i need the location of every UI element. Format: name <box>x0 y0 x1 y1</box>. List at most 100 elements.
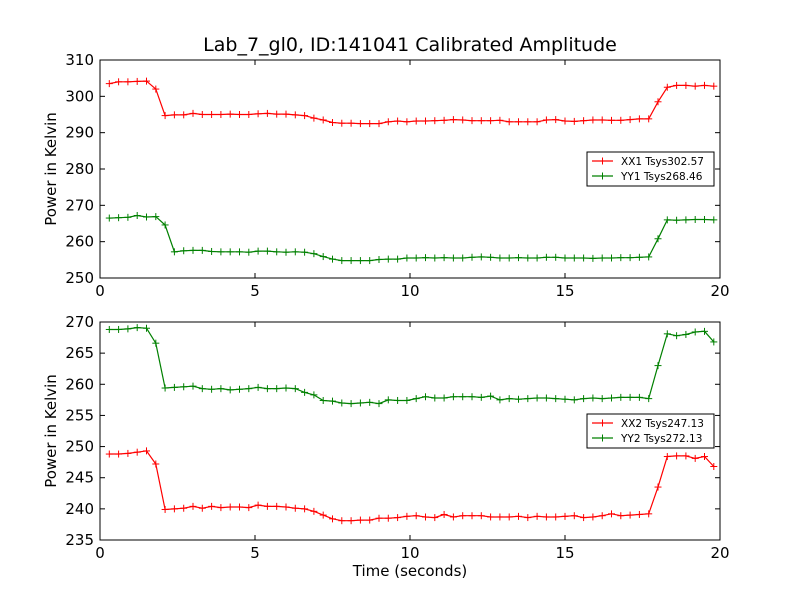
data-point <box>542 253 550 261</box>
data-point <box>524 118 532 126</box>
data-point <box>226 386 234 394</box>
data-point <box>282 248 290 256</box>
legend: XX1 Tsys302.57 YY1 Tsys268.46 <box>586 151 715 187</box>
data-point <box>449 116 457 124</box>
data-point <box>589 116 597 124</box>
data-point <box>338 119 346 127</box>
data-point <box>105 450 113 458</box>
data-point <box>598 512 606 520</box>
legend-label: YY1 Tsys268.46 <box>620 171 703 183</box>
data-point <box>273 110 281 118</box>
data-point <box>384 396 392 404</box>
data-point <box>487 392 495 400</box>
legend-label: XX1 Tsys302.57 <box>621 156 704 168</box>
data-point <box>570 117 578 125</box>
data-point <box>347 400 355 408</box>
y-tick-label: 300 <box>65 87 94 105</box>
data-point <box>496 513 504 521</box>
data-point <box>366 398 374 406</box>
data-point <box>133 77 141 85</box>
data-point <box>170 383 178 391</box>
data-point <box>310 114 318 122</box>
data-point <box>561 512 569 520</box>
data-point <box>384 118 392 126</box>
data-point <box>645 395 653 403</box>
data-point <box>133 448 141 456</box>
data-point <box>375 255 383 263</box>
data-point <box>403 118 411 126</box>
y-tick-label: 310 <box>65 51 94 69</box>
data-point <box>152 339 160 347</box>
data-point <box>301 505 309 513</box>
data-point <box>552 116 560 124</box>
data-point <box>189 109 197 117</box>
data-point <box>403 512 411 520</box>
data-point <box>449 513 457 521</box>
data-point <box>245 385 253 393</box>
data-point <box>245 248 253 256</box>
data-point <box>422 254 429 262</box>
data-point <box>254 501 262 509</box>
data-point <box>217 111 225 118</box>
data-point <box>440 510 448 518</box>
data-point <box>673 332 681 340</box>
x-tick-label: 0 <box>95 282 105 300</box>
data-point <box>366 257 374 265</box>
data-point <box>701 327 708 335</box>
data-point <box>301 388 309 396</box>
data-point <box>236 248 243 256</box>
data-point <box>124 325 132 333</box>
data-point <box>645 510 653 518</box>
plot-frame <box>99 321 721 541</box>
data-point <box>682 81 690 89</box>
data-point <box>170 111 178 119</box>
data-point <box>245 111 253 118</box>
data-point <box>505 513 513 521</box>
data-point <box>663 83 671 91</box>
data-point <box>710 463 718 471</box>
data-point <box>161 384 169 392</box>
data-point <box>468 117 476 125</box>
data-point <box>254 247 262 255</box>
legend: XX2 Tsys247.13 YY2 Tsys272.13 <box>586 413 715 449</box>
data-point <box>431 394 439 402</box>
data-point <box>347 119 355 127</box>
data-point <box>226 503 234 511</box>
data-point <box>263 109 271 117</box>
data-point <box>143 447 150 455</box>
data-point <box>589 513 597 521</box>
data-point <box>635 510 643 518</box>
data-point <box>496 116 504 124</box>
data-point <box>635 253 643 261</box>
x-tick-label: 0 <box>95 544 105 562</box>
data-point <box>375 120 383 128</box>
data-point <box>319 511 327 519</box>
data-point <box>673 81 681 89</box>
data-point <box>663 453 671 461</box>
data-point <box>524 514 532 522</box>
data-point <box>552 253 560 261</box>
data-point <box>384 255 392 263</box>
data-point <box>431 514 439 522</box>
data-point <box>710 216 718 224</box>
legend-box <box>586 151 715 187</box>
data-point <box>105 80 113 88</box>
data-point <box>143 213 150 221</box>
data-point <box>226 248 234 256</box>
data-point <box>589 254 597 262</box>
data-point <box>319 396 327 404</box>
data-point <box>356 399 364 407</box>
data-point <box>198 385 206 393</box>
x-tick-label: 5 <box>250 282 260 300</box>
data-point <box>208 247 216 255</box>
data-point <box>198 246 206 254</box>
data-point <box>459 254 467 262</box>
data-point <box>338 257 346 265</box>
data-point <box>533 254 541 262</box>
data-point <box>394 396 402 404</box>
x-tick-label: 10 <box>400 544 419 562</box>
data-point <box>254 383 262 391</box>
data-point <box>691 82 699 90</box>
